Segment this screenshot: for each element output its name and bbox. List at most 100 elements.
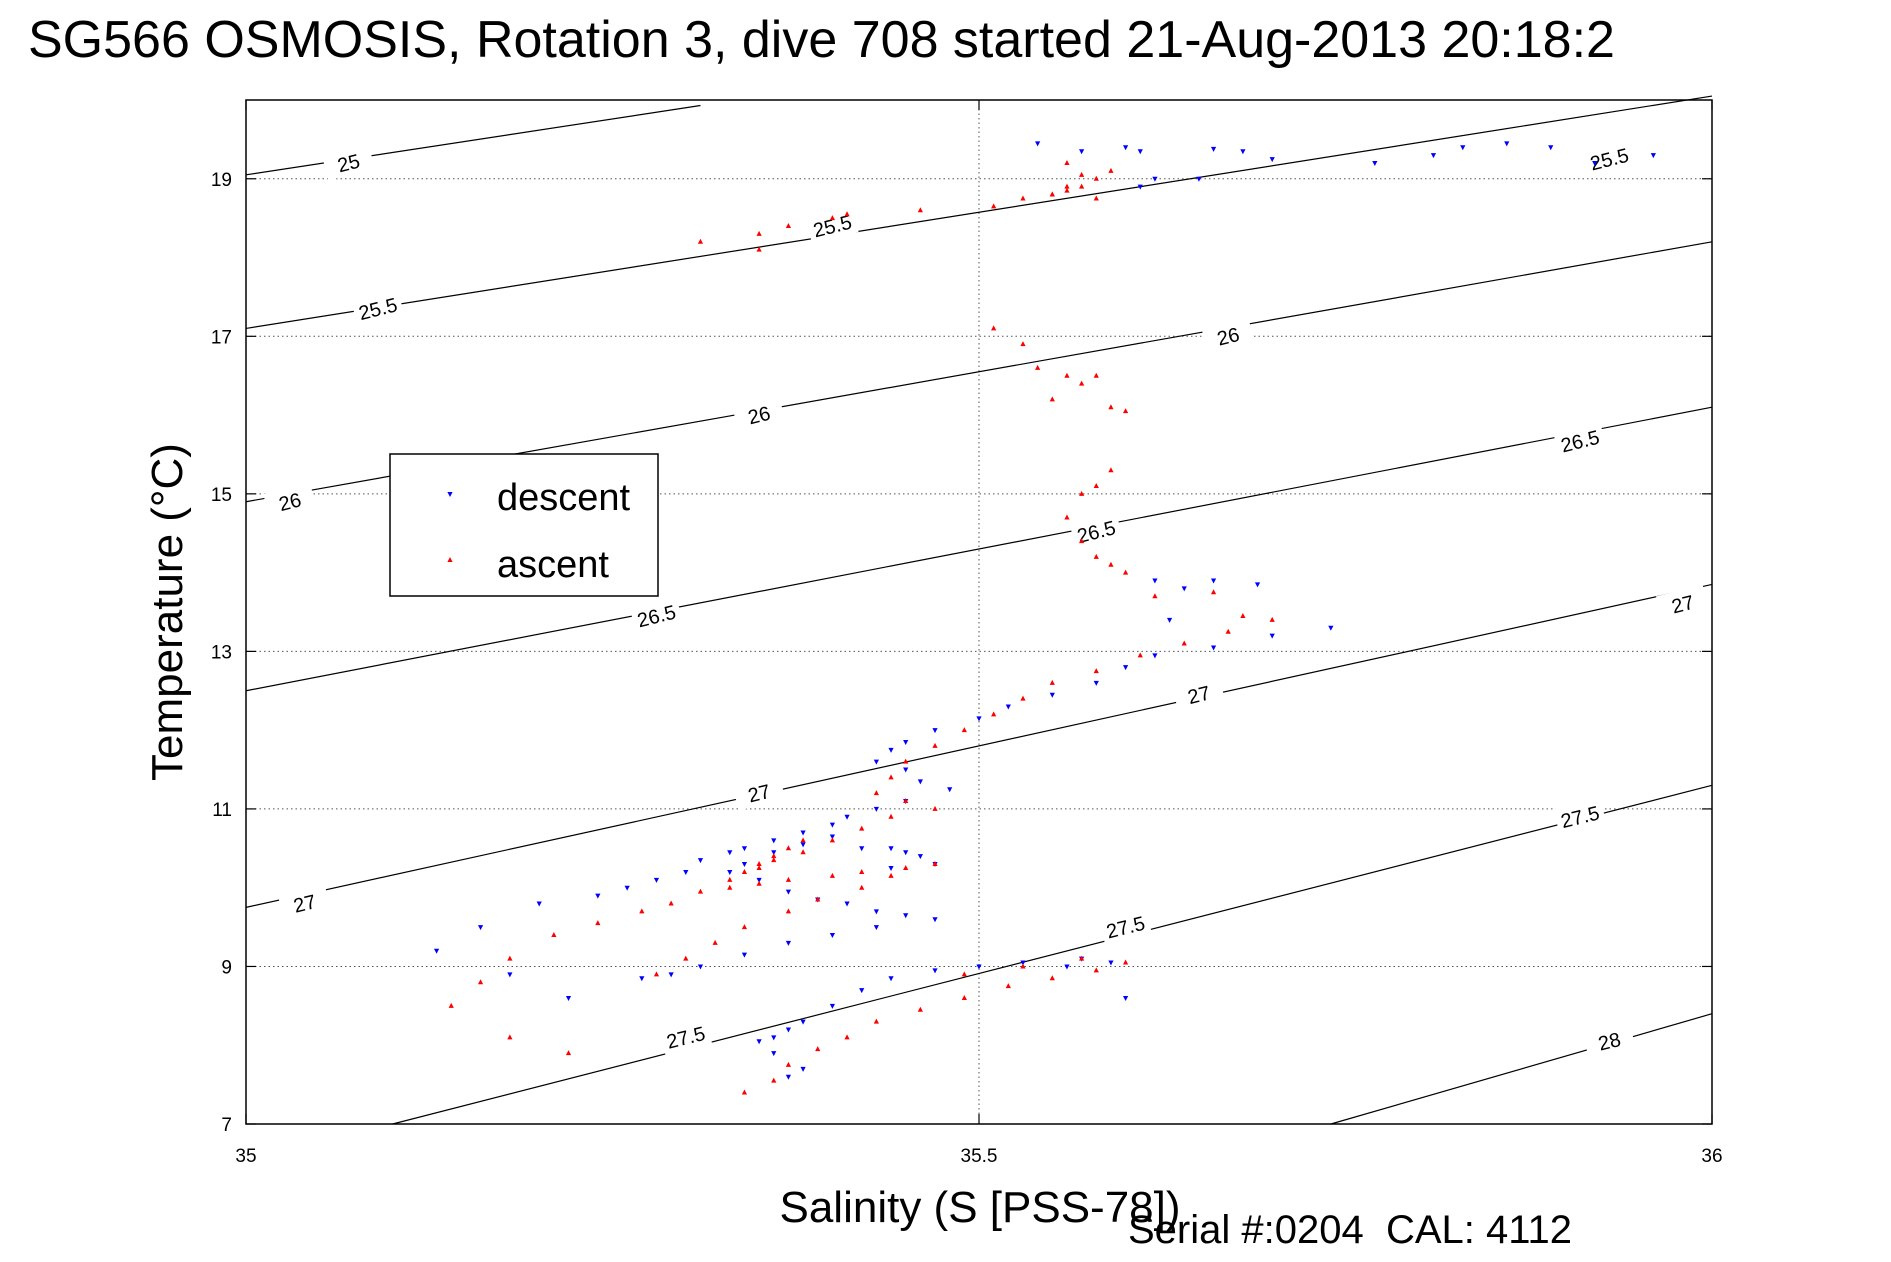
ascent-point xyxy=(1240,612,1246,618)
ascent-point xyxy=(1093,482,1099,488)
ascent-point xyxy=(756,861,762,867)
legend[interactable]: descent ascent xyxy=(389,453,659,597)
descent-point xyxy=(829,932,835,938)
ascent-point xyxy=(741,1089,748,1095)
descent-point xyxy=(668,972,674,978)
descent-point xyxy=(653,877,660,883)
ascent-point xyxy=(756,230,762,236)
grid-lines xyxy=(246,100,1712,1124)
ascent-point xyxy=(859,884,865,890)
contour-label: 26 xyxy=(1215,324,1242,351)
ascent-point xyxy=(1210,589,1217,595)
descent-point xyxy=(1196,176,1202,182)
y-tick-label: 7 xyxy=(221,1115,232,1136)
contour-label-group: 26.5 xyxy=(1069,512,1123,550)
descent-point xyxy=(756,877,762,883)
ascent-point xyxy=(1093,195,1099,201)
y-axis-label: Temperature (°C) xyxy=(143,443,192,781)
ascent-point xyxy=(785,908,792,914)
ascent-point xyxy=(1064,183,1070,189)
descent-point xyxy=(1123,995,1129,1001)
descent-point xyxy=(1460,145,1466,151)
ascent-point xyxy=(961,971,967,977)
ascent-point xyxy=(844,211,850,217)
descent-point xyxy=(771,850,777,856)
descent-point xyxy=(741,952,748,958)
descent-point xyxy=(771,838,777,844)
descent-point xyxy=(771,1035,777,1041)
x-tick-label: 36 xyxy=(1701,1146,1722,1167)
contour-label-group: 26 xyxy=(732,395,786,433)
ascent-point xyxy=(829,872,835,878)
contour-label-group: 28 xyxy=(1582,1021,1636,1059)
ascent-point xyxy=(800,837,806,843)
contour-label-bg xyxy=(351,289,405,327)
contour-label: 26 xyxy=(277,489,304,516)
ascent-point xyxy=(1049,191,1055,197)
descent-point xyxy=(873,806,879,812)
descent-point xyxy=(859,988,865,994)
descent-point xyxy=(888,747,894,753)
y-tick-label: 17 xyxy=(211,327,232,348)
descent-point xyxy=(507,972,513,978)
ascent-point xyxy=(1079,538,1085,544)
ascent-point xyxy=(639,908,645,914)
descent-point xyxy=(477,925,484,931)
ascent-point xyxy=(888,774,894,780)
ascent-point xyxy=(668,900,674,906)
descent-point xyxy=(917,854,923,860)
descent-point xyxy=(1064,964,1070,970)
descent-point xyxy=(800,1066,806,1072)
ascent-point xyxy=(785,845,792,851)
ascent-point xyxy=(1108,404,1114,410)
contour-label-group: 27.5 xyxy=(1098,907,1152,945)
ascent-point xyxy=(932,742,938,748)
contour-label-bg xyxy=(659,1017,712,1055)
ascent-point xyxy=(1064,160,1070,166)
ascent-point xyxy=(815,896,821,902)
ascent-point xyxy=(1064,514,1070,520)
ascent-point xyxy=(961,994,967,1000)
descent-point xyxy=(1210,645,1217,651)
descent-point xyxy=(1254,582,1261,588)
descent-point xyxy=(903,739,909,745)
ascent-point xyxy=(756,246,762,252)
ascent-point xyxy=(1020,963,1026,969)
ascent-point xyxy=(1020,695,1026,701)
descent-point xyxy=(756,1039,762,1045)
contour-label-bg xyxy=(1656,584,1709,622)
descent-point xyxy=(785,889,792,895)
descent-point xyxy=(683,869,689,875)
descent-point xyxy=(1035,141,1041,147)
ascent-point xyxy=(756,865,762,870)
ascent-point xyxy=(1108,167,1114,173)
footer-serial-cal: Serial #:0204 CAL: 4112 xyxy=(1128,1208,1572,1253)
ascent-point xyxy=(844,1034,850,1040)
ascent-point xyxy=(1093,668,1099,674)
contour-label-bg xyxy=(1582,1021,1636,1059)
ascent-point xyxy=(756,880,762,886)
ascent-point xyxy=(829,837,835,843)
descent-point xyxy=(727,850,733,856)
descent-point xyxy=(800,842,806,848)
contour-label-group: 27 xyxy=(732,773,786,811)
legend-marker-descent xyxy=(447,492,453,497)
contour-label-bg xyxy=(277,884,331,921)
descent-point xyxy=(1123,145,1129,151)
ascent-point xyxy=(507,1034,513,1040)
descent-point xyxy=(932,917,938,923)
ascent-point xyxy=(448,1002,454,1008)
ascent-point xyxy=(1181,640,1187,646)
ascent-point xyxy=(873,790,879,796)
ascent-point xyxy=(932,805,938,811)
contour-label-bg xyxy=(629,596,683,634)
descent-point xyxy=(536,901,542,907)
descent-point xyxy=(1269,633,1275,639)
descent-point xyxy=(741,846,748,852)
descent-point xyxy=(947,787,953,793)
ascent-point xyxy=(712,939,718,945)
descent-point xyxy=(829,1003,835,1009)
descent-point xyxy=(1020,960,1026,966)
legend-label-descent: descent xyxy=(497,477,631,519)
